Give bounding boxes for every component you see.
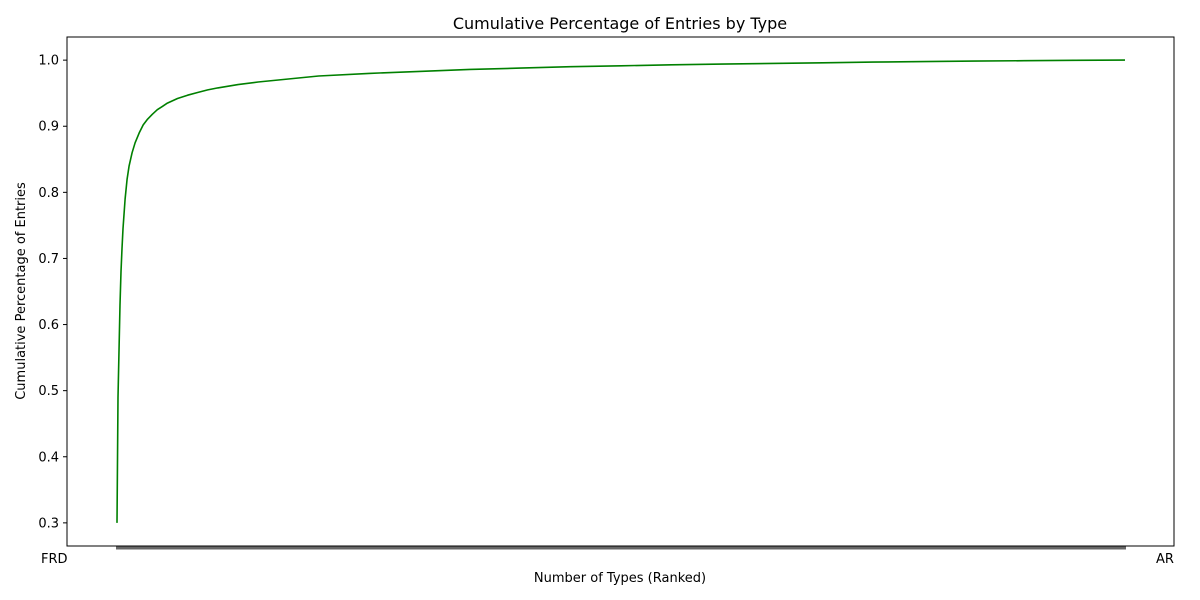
chart-title: Cumulative Percentage of Entries by Type [453,14,787,33]
series-layer [116,59,1126,523]
y-tick-label: 0.7 [38,252,59,267]
plot-area-frame [66,36,1175,547]
y-tick-label: 0.5 [38,384,59,399]
cumulative-series-line [116,59,1126,523]
x-tick-label-first: FRD [41,552,68,567]
y-tick-label: 1.0 [38,54,59,69]
y-tick-label: 0.4 [38,450,59,465]
x-tick-marks [116,546,1126,550]
y-ticks: 0.3 0.4 0.5 0.6 0.7 0.8 0.9 1.0 [38,54,67,531]
y-tick-label: 0.3 [38,516,59,531]
y-axis-title: Cumulative Percentage of Entries [14,182,29,400]
x-axis-title: Number of Types (Ranked) [534,571,706,586]
y-tick-label: 0.9 [38,120,59,135]
x-tick-label-last: AR [1156,552,1174,567]
y-tick-label: 0.6 [38,318,59,333]
y-tick-label: 0.8 [38,186,59,201]
